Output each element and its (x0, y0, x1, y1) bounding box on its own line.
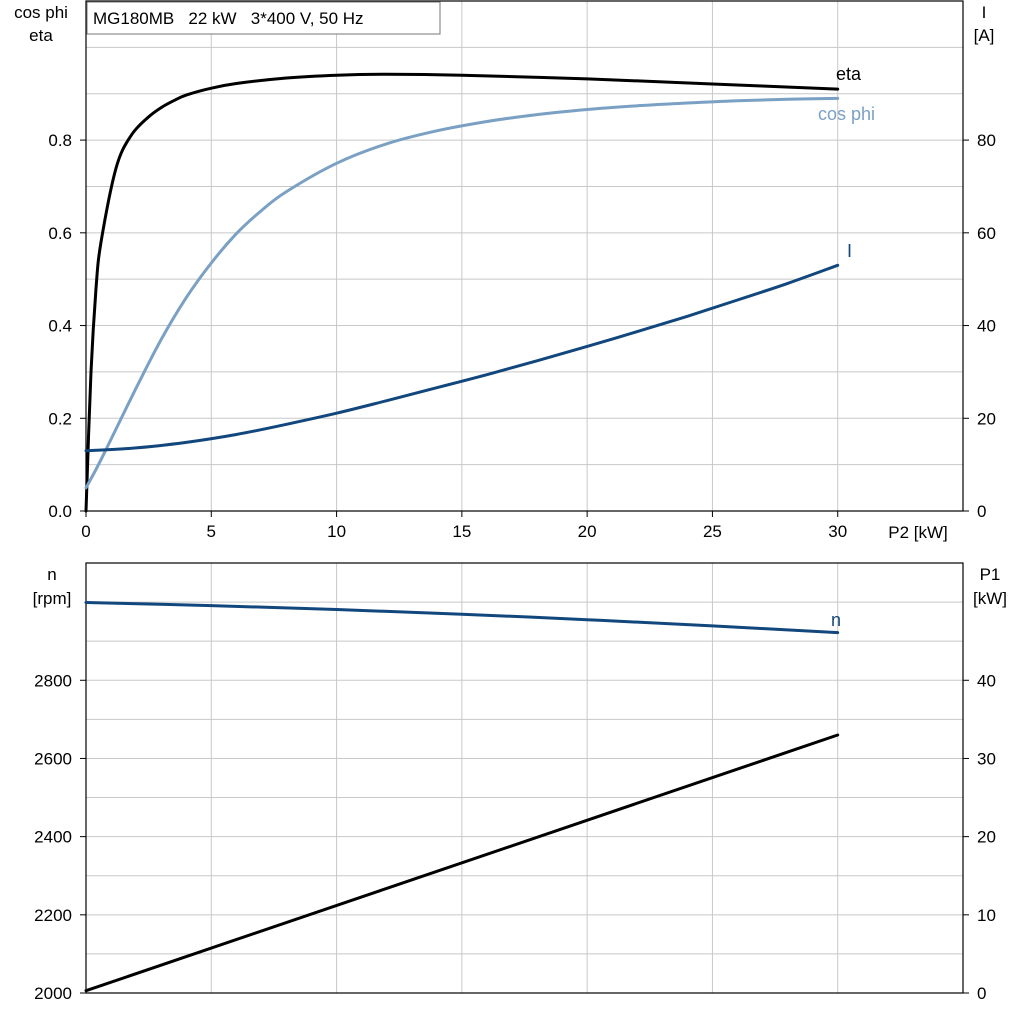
motor-info-box (86, 1, 441, 35)
motor-info-text: MG180MB 22 kW 3*400 V, 50 Hz (93, 9, 364, 28)
x-tick-label: 5 (207, 522, 216, 541)
bottom-right-axis-label-2: [kW] (973, 589, 1007, 608)
eta-curve-label: eta (836, 64, 862, 84)
x-tick-label: 25 (703, 522, 722, 541)
top-right-axis-label-1: I (982, 3, 987, 22)
right-tick-label: 20 (977, 828, 996, 847)
right-tick-label: 20 (977, 409, 996, 428)
right-tick-label: 30 (977, 749, 996, 768)
top-left-axis-label-2: eta (29, 26, 53, 45)
left-tick-label: 2400 (34, 828, 72, 847)
top-left-axis-label-1: cos phi (14, 3, 68, 22)
x-tick-label: 15 (452, 522, 471, 541)
bottom-tick-labels: 2000 2200 2400 2600 2800 0 10 20 30 40 (34, 671, 996, 1003)
top-grid (86, 1, 963, 511)
bottom-grid (86, 563, 963, 993)
speed-curve-label: n (831, 610, 841, 630)
bottom-left-axis-label-1: n (47, 565, 56, 584)
current-curve-label: I (847, 241, 852, 261)
x-tick-label: 10 (327, 522, 346, 541)
left-tick-label: 2600 (34, 749, 72, 768)
bottom-left-axis-label-2: [rpm] (33, 589, 72, 608)
speed-curve (84, 601, 840, 635)
right-tick-label: 10 (977, 906, 996, 925)
input-power-curve (84, 733, 840, 993)
left-tick-label: 2000 (34, 984, 72, 1003)
top-curves (84, 72, 840, 513)
left-tick-label: 0.6 (48, 224, 72, 243)
top-panel: MG180MB 22 kW 3*400 V, 50 Hz cos phi eta… (14, 0, 996, 542)
x-tick-label: 30 (828, 522, 847, 541)
right-tick-label: 0 (977, 502, 986, 521)
top-plot-frame (85, 0, 964, 512)
x-axis-label: P2 [kW] (888, 523, 948, 542)
bottom-plot-frame (85, 562, 964, 994)
eta-curve (84, 72, 840, 513)
left-tick-label: 0.8 (48, 131, 72, 150)
right-tick-label: 80 (977, 131, 996, 150)
current-curve (84, 263, 840, 453)
x-tick-label: 20 (578, 522, 597, 541)
right-tick-label: 0 (977, 984, 986, 1003)
cosphi-curve-label: cos phi (818, 104, 875, 124)
bottom-panel: n [rpm] P1 [kW] 200022002400260028000102… (33, 562, 1007, 1003)
top-right-axis-label-2: [A] (974, 26, 995, 45)
right-tick-label: 60 (977, 224, 996, 243)
cosphi-curve (84, 96, 840, 490)
left-tick-label: 0.4 (48, 317, 72, 336)
right-tick-label: 40 (977, 317, 996, 336)
top-tick-labels: 0.0 0.2 0.4 0.6 0.8 0 20 40 60 80 0 5 10 15 20 25 30 (48, 131, 996, 541)
left-tick-label: 2800 (34, 671, 72, 690)
left-tick-label: 0.0 (48, 502, 72, 521)
bottom-right-axis-label-1: P1 (980, 565, 1001, 584)
x-tick-label: 0 (81, 522, 90, 541)
left-tick-label: 2200 (34, 906, 72, 925)
bottom-curves (84, 601, 840, 993)
right-tick-label: 40 (977, 671, 996, 690)
left-tick-label: 0.2 (48, 409, 72, 428)
